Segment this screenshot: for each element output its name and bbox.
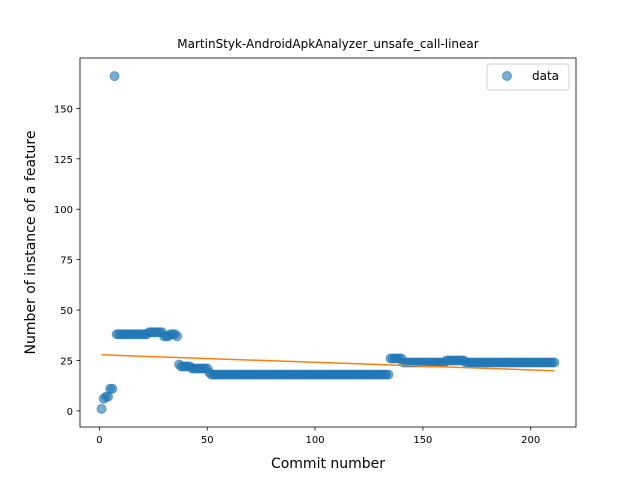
y-tick-label: 125 [54,155,73,166]
chart-title: MartinStyk-AndroidApkAnalyzer_unsafe_cal… [177,37,478,51]
y-axis-title: Number of instance of a feature [23,131,39,355]
y-axis: 0 25 50 75 100 125 150 [54,104,80,418]
data-point [172,331,183,342]
y-tick-label: 150 [54,104,73,115]
plot-area [96,71,560,414]
y-tick-label: 25 [60,356,73,367]
data-point [549,357,560,368]
legend-marker-data [502,71,512,81]
y-tick-label: 100 [54,205,73,216]
axes-frame [79,57,577,428]
legend-label-data: data [532,69,559,83]
x-tick-label: 150 [413,435,432,446]
data-point [96,403,107,414]
x-axis: 0 50 100 150 200 [96,427,540,446]
x-axis-title: Commit number [271,456,385,472]
y-tick-label: 75 [60,256,73,267]
legend-box [486,63,570,91]
y-tick-label: 50 [60,306,73,317]
linear-fit-line [101,354,555,372]
x-tick-label: 100 [306,435,325,446]
x-tick-label: 50 [201,435,214,446]
data-point [109,71,120,82]
data-point [107,383,118,394]
y-tick-label: 0 [67,407,73,418]
legend: data [486,63,570,91]
data-point [383,369,394,380]
x-tick-label: 0 [96,435,102,446]
data-point [103,391,114,402]
x-tick-label: 200 [521,435,540,446]
